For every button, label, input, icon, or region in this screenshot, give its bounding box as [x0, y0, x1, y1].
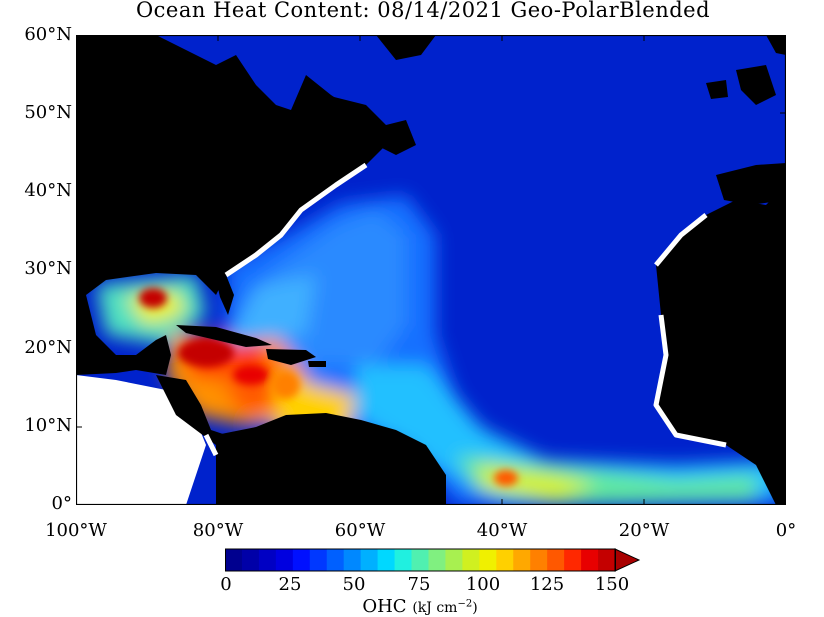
lat-label-50n: 50°N: [24, 102, 72, 123]
ohc-hotspots: [139, 288, 518, 486]
colorbar-swatch: [309, 549, 328, 571]
lat-label-60n: 60°N: [24, 24, 72, 45]
colorbar-swatch: [275, 549, 294, 571]
colorbar-swatch: [377, 549, 396, 571]
colorbar-swatch: [411, 549, 429, 571]
colorbar-swatch: [428, 549, 446, 571]
lon-label-100w: 100°W: [45, 520, 107, 541]
tick-marks: [76, 35, 786, 505]
colorbar-swatch: [581, 549, 599, 571]
colorbar-frame: [225, 548, 616, 572]
lat-label-20n: 20°N: [24, 337, 72, 358]
colorbar-units: (kJ cm−2): [412, 598, 478, 616]
land-masses: [76, 35, 786, 505]
colorbar-swatch: [462, 549, 480, 571]
colorbar-label-25: 25: [278, 574, 302, 595]
lon-label-0: 0°: [775, 520, 797, 541]
colorbar-swatch: [360, 549, 379, 571]
lat-label-40n: 40°N: [24, 180, 72, 201]
colorbar-label-125: 125: [529, 574, 565, 595]
colorbar-swatch: [394, 549, 413, 571]
colorbar-swatch: [225, 549, 243, 571]
lon-label-40w: 40°W: [476, 520, 528, 541]
colorbar-swatch: [496, 549, 514, 571]
colorbar-label-100: 100: [465, 574, 501, 595]
colorbar-label-0: 0: [220, 574, 232, 595]
map-title: Ocean Heat Content: 08/14/2021 Geo-Polar…: [135, 0, 711, 22]
lon-label-20w: 20°W: [618, 520, 670, 541]
colorbar-swatch: [292, 549, 311, 571]
colorbar-swatch: [445, 549, 463, 571]
colorbar-swatch: [513, 549, 531, 571]
colorbar-swatch: [547, 549, 565, 571]
lat-label-10n: 10°N: [24, 415, 72, 436]
colorbar-title-text: OHC: [362, 596, 407, 617]
lat-label-30n: 30°N: [24, 258, 72, 279]
nodata-fringe: [203, 162, 727, 457]
colorbar-overflow-arrow: [614, 548, 641, 572]
colorbar-swatch: [343, 549, 362, 571]
colorbar-swatch: [564, 549, 582, 571]
lon-label-80w: 80°W: [192, 520, 244, 541]
colorbar-label-75: 75: [407, 574, 431, 595]
lat-label-0: 0°: [51, 493, 72, 514]
colorbar-label-150: 150: [594, 574, 630, 595]
colorbar-swatch: [479, 549, 497, 571]
colorbar: [225, 548, 645, 576]
lon-label-60w: 60°W: [334, 520, 386, 541]
colorbar-swatch: [241, 549, 260, 571]
colorbar-swatch: [326, 549, 345, 571]
colorbar-title: OHC (kJ cm−2): [300, 596, 540, 617]
colorbar-swatch: [530, 549, 548, 571]
colorbar-swatch: [258, 549, 277, 571]
ohc-map: [76, 35, 786, 505]
colorbar-label-50: 50: [342, 574, 366, 595]
colorbar-swatch: [598, 549, 616, 571]
